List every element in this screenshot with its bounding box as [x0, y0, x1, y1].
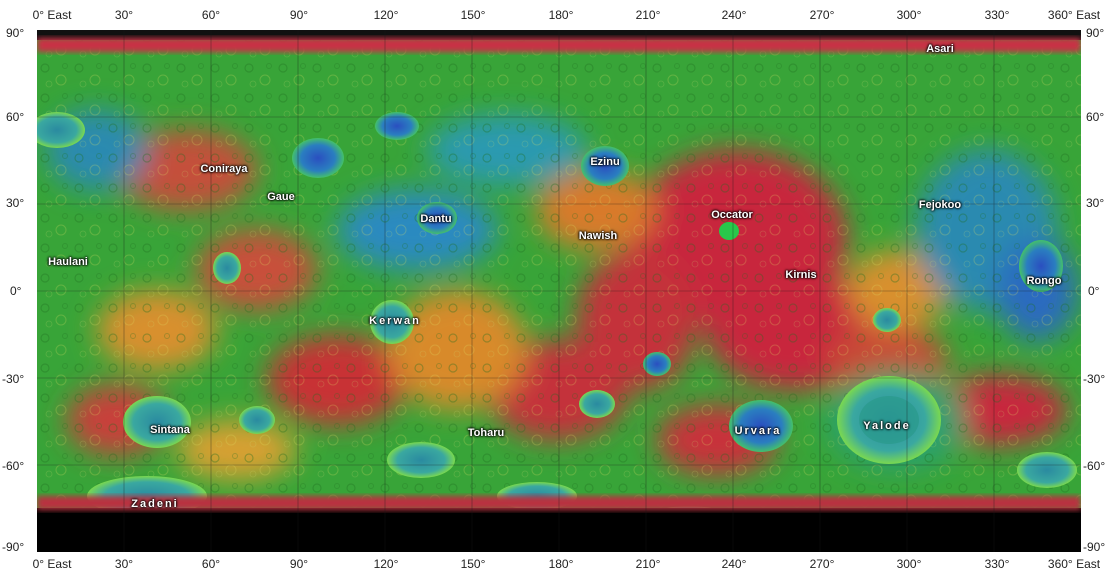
label-rongo: Rongo — [1026, 275, 1062, 287]
left-lat-label-m60: -60° — [2, 459, 25, 473]
bottom-lon-label-300: 300° — [896, 557, 922, 571]
top-lon-label-30: 30° — [114, 8, 134, 22]
graticule — [37, 30, 1081, 552]
bottom-lon-label-90: 90° — [289, 557, 309, 571]
label-dantu: Dantu — [420, 213, 452, 225]
bottom-lon-label-30: 30° — [114, 557, 134, 571]
top-lon-label-330: 330° — [984, 8, 1010, 22]
label-kerwan: Kerwan — [369, 315, 421, 327]
label-urvara: Urvara — [734, 425, 782, 437]
label-sintana: Sintana — [150, 424, 190, 436]
top-lon-label-240: 240° — [721, 8, 747, 22]
map-terrain — [37, 30, 1081, 552]
left-lat-label-m30: -30° — [2, 372, 25, 386]
label-gaue: Gaue — [267, 191, 295, 203]
right-lat-label-m60: -60° — [1083, 459, 1106, 473]
left-lat-label-m90: -90° — [2, 540, 25, 554]
left-lat-label-30: 30° — [6, 196, 25, 210]
right-lat-label-30: 30° — [1086, 196, 1105, 210]
bottom-lon-label-330: 330° — [984, 557, 1010, 571]
bottom-lon-label-0: 0° East — [32, 557, 72, 571]
label-fejokoo: Fejokoo — [918, 199, 962, 211]
bottom-lon-label-120: 120° — [373, 557, 399, 571]
label-coniraya: Coniraya — [200, 163, 248, 175]
label-ezinu: Ezinu — [590, 156, 620, 168]
top-lon-label-210: 210° — [635, 8, 661, 22]
bottom-lon-label-210: 210° — [635, 557, 661, 571]
label-toharu: Toharu — [467, 427, 505, 439]
left-lat-label-0: 0° — [10, 284, 22, 298]
right-lat-label-m90: -90° — [1083, 540, 1106, 554]
label-kirnis: Kirnis — [785, 269, 817, 281]
label-zadeni: Zadeni — [131, 498, 179, 510]
top-lon-label-180: 180° — [548, 8, 574, 22]
bottom-lon-label-180: 180° — [548, 557, 574, 571]
bottom-lon-label-60: 60° — [201, 557, 221, 571]
top-lon-label-360: 360° East — [1047, 8, 1101, 22]
top-lon-label-0: 0° East — [32, 8, 72, 22]
top-lon-label-300: 300° — [896, 8, 922, 22]
left-lat-label-90: 90° — [6, 26, 25, 40]
bottom-lon-label-240: 240° — [721, 557, 747, 571]
top-lon-label-150: 150° — [460, 8, 486, 22]
bottom-lon-label-360: 360° East — [1047, 557, 1101, 571]
right-lat-label-0: 0° — [1088, 284, 1100, 298]
label-nawish: Nawish — [578, 230, 618, 242]
right-lat-label-m30: -30° — [1083, 372, 1106, 386]
left-lat-label-60: 60° — [6, 110, 25, 124]
right-lat-label-60: 60° — [1086, 110, 1105, 124]
top-lon-label-60: 60° — [201, 8, 221, 22]
label-asari: Asari — [926, 43, 954, 55]
right-lat-label-90: 90° — [1086, 26, 1105, 40]
top-lon-label-270: 270° — [809, 8, 835, 22]
topographic-map: Asari Ezinu Coniraya Gaue Dantu Occator … — [37, 30, 1081, 552]
label-haulani: Haulani — [48, 256, 88, 268]
label-yalode: Yalode — [863, 420, 911, 432]
label-occator: Occator — [711, 209, 753, 221]
bottom-lon-label-150: 150° — [460, 557, 486, 571]
top-lon-label-120: 120° — [373, 8, 399, 22]
top-lon-label-90: 90° — [289, 8, 309, 22]
bottom-lon-label-270: 270° — [809, 557, 835, 571]
